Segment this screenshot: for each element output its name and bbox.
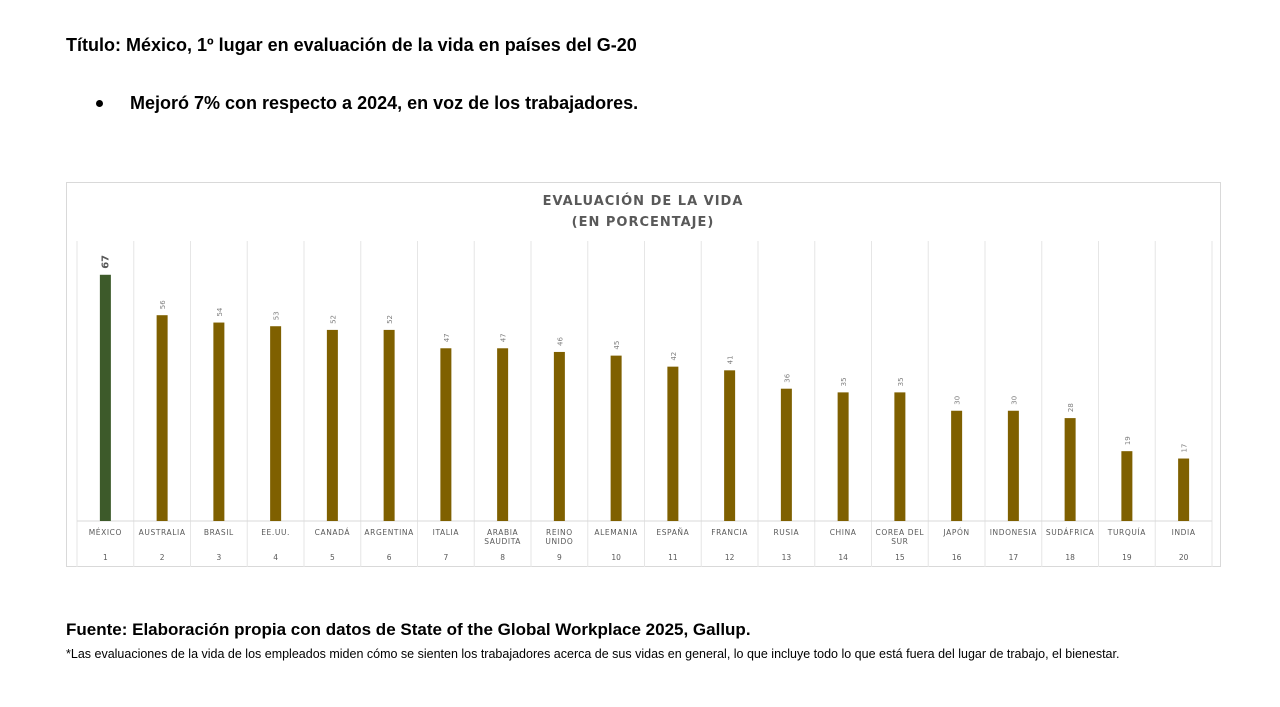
value-label: 30	[1010, 396, 1018, 405]
rank-label: 2	[160, 553, 165, 562]
bar	[497, 348, 509, 521]
category-label: INDONESIA	[990, 528, 1038, 537]
value-label: 35	[840, 377, 848, 386]
chart-container: EVALUACIÓN DE LA VIDA (EN PORCENTAJE) 67…	[66, 182, 1221, 567]
bar	[1007, 410, 1019, 521]
bar	[1178, 458, 1190, 521]
category-label: UNIDO	[545, 537, 573, 546]
bars-group	[99, 274, 1190, 521]
category-label: ITALIA	[433, 528, 460, 537]
value-label: 19	[1124, 436, 1132, 445]
bar	[270, 326, 282, 521]
rank-label: 13	[782, 553, 792, 562]
value-label: 35	[897, 377, 905, 386]
value-label: 41	[727, 355, 735, 364]
rank-label: 12	[725, 553, 735, 562]
category-label: ESPAÑA	[656, 528, 689, 537]
bar	[724, 370, 736, 521]
bar	[156, 315, 168, 521]
value-label: 45	[613, 341, 621, 350]
bar	[1064, 418, 1076, 521]
bullet-text: Mejoró 7% con respecto a 2024, en voz de…	[130, 93, 639, 113]
bar	[894, 392, 906, 521]
category-label: MÉXICO	[89, 528, 122, 537]
rank-label: 19	[1122, 553, 1132, 562]
rank-label: 11	[668, 553, 678, 562]
bar	[99, 274, 111, 521]
bar	[1121, 451, 1133, 521]
category-label: FRANCIA	[711, 528, 748, 537]
rank-label: 6	[387, 553, 392, 562]
bar	[383, 329, 395, 521]
rank-label: 5	[330, 553, 335, 562]
chart-subtitle: (EN PORCENTAJE)	[572, 215, 715, 230]
value-label: 36	[783, 373, 791, 382]
rank-label: 18	[1065, 553, 1075, 562]
rank-label: 17	[1009, 553, 1019, 562]
value-label: 67	[100, 255, 111, 269]
bar	[553, 351, 565, 521]
rank-label: 20	[1179, 553, 1189, 562]
chart-title: EVALUACIÓN DE LA VIDA	[543, 193, 744, 209]
value-label: 47	[443, 333, 451, 342]
page-title: Título: México, 1º lugar en evaluación d…	[66, 35, 637, 55]
bar	[326, 329, 338, 521]
category-label: AUSTRALIA	[139, 528, 186, 537]
bar-chart: EVALUACIÓN DE LA VIDA (EN PORCENTAJE) 67…	[76, 193, 1213, 567]
bar	[837, 392, 849, 521]
rank-label: 9	[557, 553, 562, 562]
value-label: 30	[954, 396, 962, 405]
value-label: 42	[670, 352, 678, 361]
category-label: SUDÁFRICA	[1046, 528, 1095, 537]
rank-label: 1	[103, 553, 108, 562]
rank-label: 3	[216, 553, 221, 562]
rank-label: 10	[611, 553, 621, 562]
footnote: *Las evaluaciones de la vida de los empl…	[66, 647, 1120, 661]
bullet-dot-icon	[96, 100, 103, 107]
value-label: 46	[556, 336, 564, 345]
category-dividers	[76, 241, 1213, 567]
value-label: 28	[1067, 403, 1075, 412]
rank-label: 14	[838, 553, 848, 562]
category-label: EE.UU.	[261, 528, 290, 537]
bar	[667, 366, 679, 521]
rank-label: 7	[443, 553, 448, 562]
source-note: Fuente: Elaboración propia con datos de …	[66, 620, 751, 639]
category-label: SAUDITA	[484, 537, 521, 546]
bar	[610, 355, 622, 521]
value-label: 53	[273, 311, 281, 320]
value-label: 47	[500, 333, 508, 342]
category-label: SUR	[891, 537, 908, 546]
value-label: 17	[1181, 444, 1189, 453]
category-label: TURQUÍA	[1107, 528, 1146, 537]
bar	[780, 388, 792, 521]
bar	[440, 348, 452, 521]
category-label: CANADÁ	[315, 528, 351, 537]
bar	[951, 410, 963, 521]
category-label: CHINA	[830, 528, 857, 537]
rank-label: 16	[952, 553, 962, 562]
rank-label: 15	[895, 553, 905, 562]
rank-label: 4	[273, 553, 278, 562]
category-label: REINO	[546, 528, 573, 537]
category-label: COREA DEL	[876, 528, 925, 537]
value-label: 52	[386, 315, 394, 324]
category-label: RUSIA	[773, 528, 799, 537]
labels-group: 67MÉXICO156AUSTRALIA254BRASIL353EE.UU.45…	[89, 255, 1196, 562]
bar	[213, 322, 225, 521]
value-label: 54	[216, 307, 224, 316]
category-label: BRASIL	[204, 528, 234, 537]
bullet-item: Mejoró 7% con respecto a 2024, en voz de…	[96, 93, 638, 114]
category-label: JAPÓN	[943, 528, 970, 537]
value-label: 56	[159, 300, 167, 309]
value-label: 52	[329, 315, 337, 324]
category-label: ALEMANIA	[594, 528, 638, 537]
rank-label: 8	[500, 553, 505, 562]
category-label: ARABIA	[487, 528, 519, 537]
category-label: INDIA	[1172, 528, 1196, 537]
category-label: ARGENTINA	[364, 528, 414, 537]
